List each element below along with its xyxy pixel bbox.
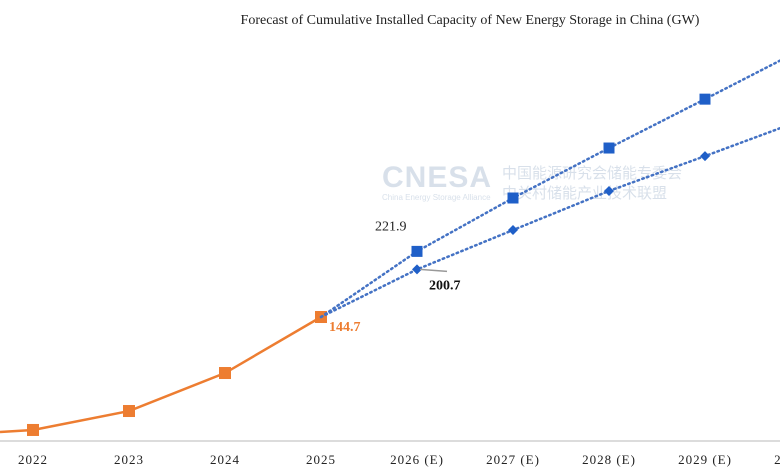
actual-marker (27, 423, 39, 436)
forecast_high-line (319, 59, 780, 319)
data-label-forecast_high: 221.9 (375, 219, 407, 234)
x-tick-label: 2028 (E) (582, 452, 636, 467)
data-label-forecast_low: 200.7 (429, 278, 461, 293)
actual-line (31, 315, 323, 432)
x-tick-label: 2030 (E) (774, 452, 780, 467)
x-tick-label: 2027 (E) (486, 452, 540, 467)
x-tick-label: 2025 (306, 452, 336, 467)
forecast_low-marker (412, 264, 422, 275)
x-tick-label: 2024 (210, 452, 240, 467)
data-label-actual: 144.7 (329, 320, 361, 335)
chart-title: Forecast of Cumulative Installed Capacit… (240, 13, 700, 28)
forecast_low-marker (700, 151, 710, 162)
x-tick-label: 2029 (E) (678, 452, 732, 467)
actual-marker (219, 367, 231, 380)
data-label-leader (419, 268, 448, 273)
forecast_high-marker (507, 192, 519, 204)
x-tick-label: 2026 (E) (390, 452, 444, 467)
forecast_low-line (319, 126, 780, 319)
x-tick-label: 2022 (18, 452, 48, 467)
forecast_high-marker (411, 245, 423, 257)
forecast_high-marker (603, 142, 615, 154)
forecast_high-marker (699, 93, 711, 105)
actual-marker (123, 405, 135, 418)
x-tick-label: 2023 (114, 452, 144, 467)
forecast_low-marker (604, 185, 614, 196)
forecast_low-marker (508, 225, 518, 236)
